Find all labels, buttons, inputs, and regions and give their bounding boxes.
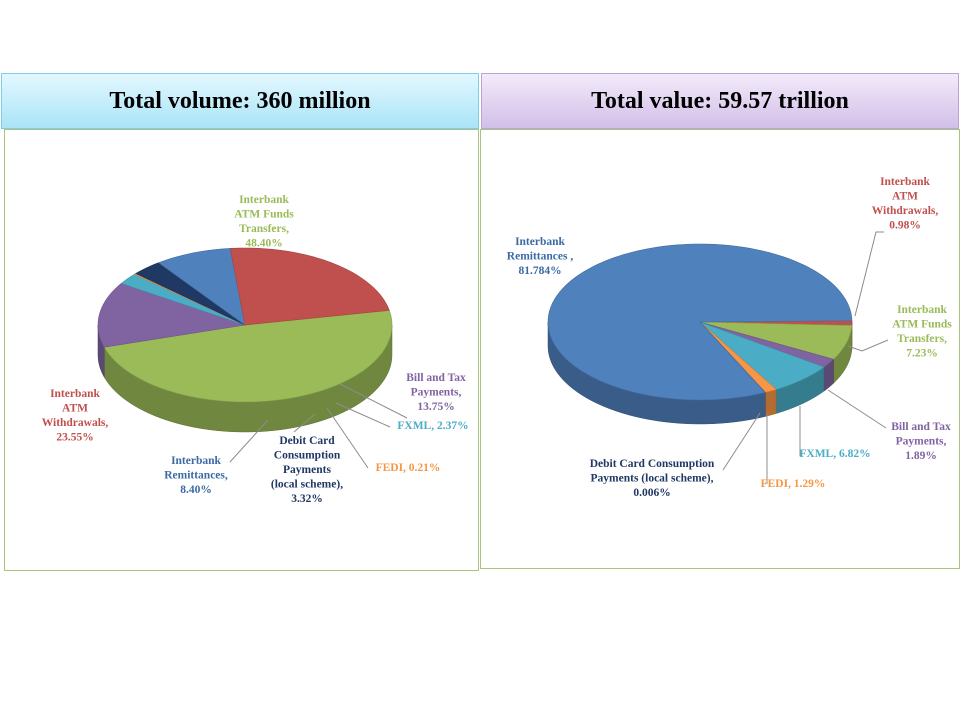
data-label-debit-card-consumption-payments-local-scheme: Debit Card Consumption Payments (local sc… [590,458,715,499]
leader-line-fxml [335,402,391,428]
data-label-fxml: FXML, 6.82% [799,448,870,460]
slice-bill-and-tax-payments [97,283,246,348]
leader-line-fedi [326,407,369,469]
data-label-interbank-remittances: Interbank Remittances, 8.40% [164,455,228,496]
leader-line-bill-and-tax-payments [339,383,408,419]
value-header: Total value: 59.57 trillion [481,73,959,129]
leader-line-interbank-atm-funds-transfers [847,339,889,352]
volume-header: Total volume: 360 million [1,73,479,129]
leader-line-interbank-atm-withdrawals [854,231,884,317]
data-label-interbank-atm-withdrawals: Interbank ATM Withdrawals, 23.55% [42,388,109,444]
data-label-fedi: FEDI, 0.21% [376,462,441,474]
slice-debit-card-consumption-payments-local-scheme [135,262,246,326]
slice-fxml [120,273,246,326]
slice-interbank-atm-funds-transfers [103,309,393,403]
slice-interbank-remittances [157,248,246,326]
slice-interbank-remittances [547,243,853,401]
slice-fxml [699,321,825,390]
value-title: Total value: 59.57 trillion [591,87,849,114]
leader-line-debit-card-consumption-payments-local-scheme [293,413,316,433]
data-label-bill-and-tax-payments: Bill and Tax Payments, 1.89% [891,421,951,462]
leader-line-debit-card-consumption-payments-local-scheme [722,412,761,471]
data-label-debit-card-consumption-payments-local-scheme: Debit Card Consumption Payments (local sche… [271,435,343,505]
data-label-fedi: FEDI, 1.29% [761,478,826,490]
data-label-fxml: FXML, 2.37% [397,420,468,432]
leader-line-interbank-remittances [229,419,269,463]
slice-interbank-atm-withdrawals [229,247,390,326]
right-pie: Interbank ATM Withdrawals, 0.98% Interbank AT… [507,176,953,499]
data-label-interbank-atm-funds-transfers: Interbank ATM Funds Transfers, 48.40% [234,194,294,250]
leader-line-bill-and-tax-payments [827,389,887,429]
slice-interbank-atm-funds-transfers [699,321,853,360]
slice-side-fedi [765,389,777,417]
data-label-bill-and-tax-payments: Bill and Tax Payments, 13.75% [406,372,466,413]
left-pie: Interbank ATM Funds Transfers, 48.40% Bill a… [42,194,469,505]
data-label-interbank-atm-withdrawals: Interbank ATM Withdrawals, 0.98% [872,176,939,232]
data-label-interbank-atm-funds-transfers: Interbank ATM Funds Transfers, 7.23% [892,304,952,360]
data-label-interbank-remittances: Interbank Remittances , 81.784% [507,236,574,277]
volume-title: Total volume: 360 million [109,87,371,114]
